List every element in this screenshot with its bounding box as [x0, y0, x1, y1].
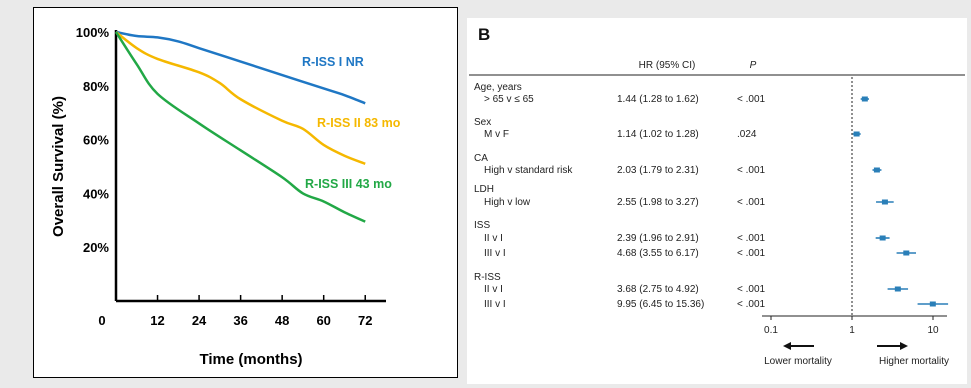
x-tick-label: 0 [98, 313, 105, 328]
series-line-1 [115, 30, 366, 105]
x-tick-label: 12 [150, 313, 164, 328]
row-label: High v low [484, 197, 531, 208]
hr-marker [881, 199, 888, 205]
forest-plot: B HR (95% CI) P Age, years> 65 v ≤ 65 1.44 (… [469, 25, 965, 367]
row-hr-text: 2.03 (1.79 to 2.31) [617, 165, 699, 176]
series-label-3: R-ISS III 43 mo [305, 177, 392, 191]
row-hr-text: 9.95 (6.45 to 15.36) [617, 299, 704, 310]
y-axis-title: Overall Survival (%) [50, 96, 67, 237]
series-label-1: R-ISS I NR [302, 55, 364, 69]
row-label: > 65 v ≤ 65 [484, 94, 534, 105]
series-label-2: R-ISS II 83 mo [317, 116, 401, 130]
column-header-hr: HR (95% CI) [639, 60, 696, 71]
row-p-value: .024 [737, 129, 757, 140]
group-label: LDH [474, 184, 494, 195]
x-tick-label: 36 [233, 313, 247, 328]
forest-x-tick-label: 0.1 [764, 325, 778, 336]
column-header-p: P [750, 60, 757, 71]
row-p-value: < .001 [737, 299, 766, 310]
row-p-value: < .001 [737, 233, 766, 244]
group-label: Sex [474, 117, 491, 128]
higher-mortality-label: Higher mortality [879, 356, 949, 367]
row-p-value: < .001 [737, 94, 766, 105]
row-label: High v standard risk [484, 165, 573, 176]
group-label: ISS [474, 220, 490, 231]
hr-marker [894, 286, 901, 292]
row-label: II v I [484, 233, 503, 244]
row-hr-text: 1.14 (1.02 to 1.28) [617, 129, 699, 140]
row-label: III v I [484, 248, 506, 259]
arrow-right-head [900, 342, 908, 350]
group-label: Age, years [474, 82, 522, 93]
survival-chart: 20% 40% 60% 80% 100% 0 12 24 36 48 60 72 Time (month… [50, 25, 401, 368]
row-hr-text: 4.68 (3.55 to 6.17) [617, 248, 699, 259]
hr-marker [853, 131, 860, 137]
row-label: M v F [484, 129, 509, 140]
row-label: III v I [484, 299, 506, 310]
forest-plot-panel: B HR (95% CI) P Age, years > 65 v ≤ 65 1.44 (… [467, 18, 967, 384]
row-hr-text: 3.68 (2.75 to 4.92) [617, 284, 699, 295]
survival-chart-panel: 20% 40% 60% 80% 100% 0 12 24 36 48 60 72 Time (month… [33, 7, 458, 378]
arrow-left-head [783, 342, 791, 350]
y-tick-label: 60% [83, 133, 109, 148]
series-line-2 [115, 31, 366, 165]
y-tick-label: 80% [83, 79, 109, 94]
row-p-value: < .001 [737, 284, 766, 295]
row-p-value: < .001 [737, 165, 766, 176]
x-tick-label: 60 [316, 313, 330, 328]
hr-marker [929, 301, 936, 307]
group-label: R-ISS [474, 272, 501, 283]
row-hr-text: 1.44 (1.28 to 1.62) [617, 94, 699, 105]
lower-mortality-label: Lower mortality [764, 356, 832, 367]
x-tick-label: 72 [358, 313, 372, 328]
x-tick-label: 24 [192, 313, 207, 328]
hr-marker [861, 96, 868, 102]
hr-marker [903, 250, 910, 256]
row-p-value: < .001 [737, 197, 766, 208]
hr-marker [879, 235, 886, 241]
forest-x-tick-label: 10 [927, 325, 939, 336]
group-label: CA [474, 153, 488, 164]
series-line-3 [114, 31, 366, 223]
y-tick-label: 100% [76, 25, 110, 40]
x-axis-title: Time (months) [199, 351, 302, 368]
panel-label: B [478, 25, 490, 44]
y-tick-label: 40% [83, 186, 109, 201]
forest-x-tick-label: 1 [849, 325, 855, 336]
row-hr-text: 2.55 (1.98 to 3.27) [617, 197, 699, 208]
row-hr-text: 2.39 (1.96 to 2.91) [617, 233, 699, 244]
row-label: II v I [484, 284, 503, 295]
row-p-value: < .001 [737, 248, 766, 259]
y-tick-label: 20% [83, 240, 109, 255]
x-tick-label: 48 [275, 313, 289, 328]
hr-marker [873, 167, 880, 173]
